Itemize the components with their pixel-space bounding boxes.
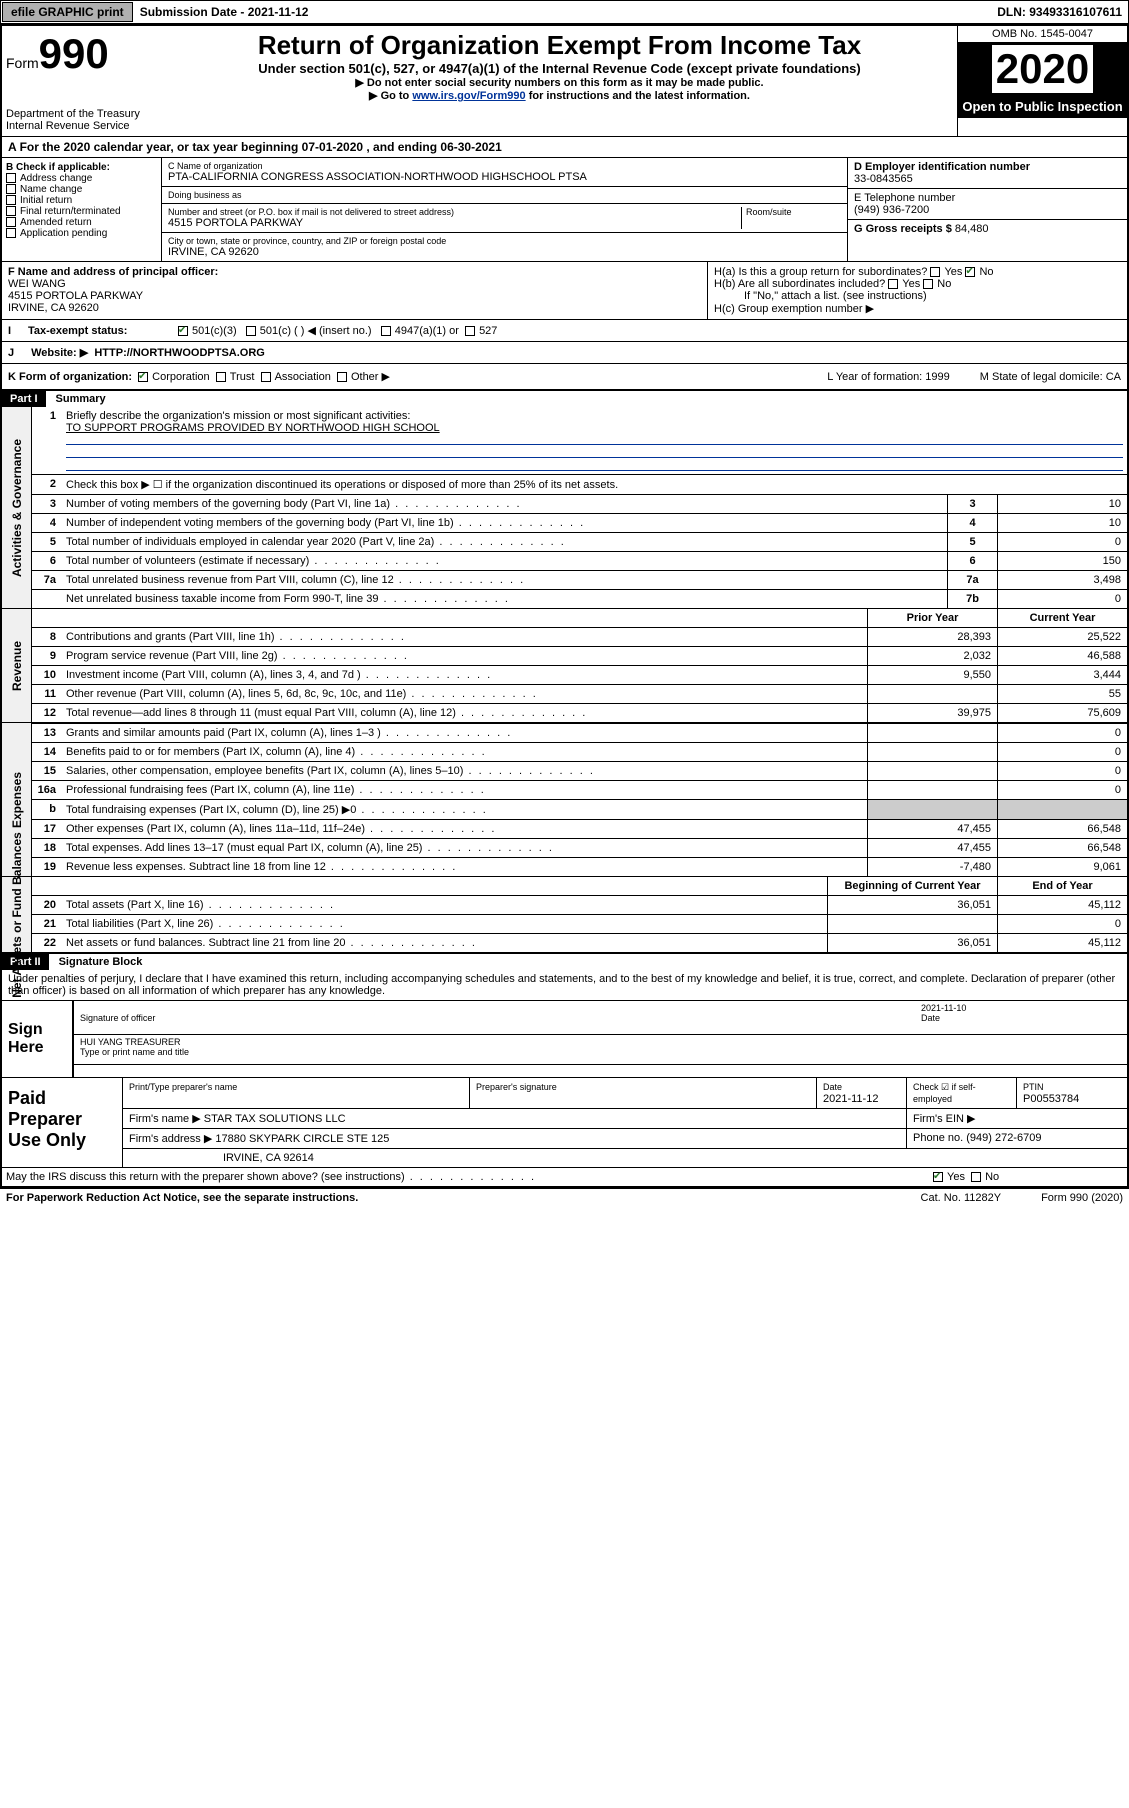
part1-header: Part I Summary — [2, 389, 1127, 407]
irs-link[interactable]: www.irs.gov/Form990 — [412, 90, 525, 102]
ptin: P00553784 — [1023, 1093, 1079, 1105]
501c-checkbox[interactable] — [246, 326, 256, 336]
page-footer: For Paperwork Reduction Act Notice, see … — [0, 1188, 1129, 1207]
table-row: 19Revenue less expenses. Subtract line 1… — [32, 857, 1127, 876]
table-row: 17Other expenses (Part IX, column (A), l… — [32, 819, 1127, 838]
q2-discontinued: Check this box ▶ ☐ if the organization d… — [62, 475, 1127, 494]
trust-checkbox[interactable] — [216, 372, 226, 382]
form-number: Form990 — [6, 30, 158, 78]
submission-date-label: Submission Date - 2021-11-12 — [134, 5, 315, 19]
table-row: 13Grants and similar amounts paid (Part … — [32, 723, 1127, 742]
prep-date: 2021-11-12 — [823, 1093, 878, 1105]
hb-no-checkbox[interactable] — [923, 279, 933, 289]
activities-governance-label: Activities & Governance — [2, 407, 32, 608]
discuss-question: May the IRS discuss this return with the… — [2, 1168, 927, 1186]
gross-receipts: 84,480 — [955, 223, 989, 235]
org-form-line: K Form of organization: Corporation Trus… — [2, 363, 1127, 389]
amended-return-checkbox[interactable] — [6, 217, 16, 227]
part2-header: Part II Signature Block — [2, 952, 1127, 970]
firm-phone: (949) 272-6709 — [966, 1132, 1041, 1144]
table-row: 11Other revenue (Part VIII, column (A), … — [32, 684, 1127, 703]
table-row: 15Salaries, other compensation, employee… — [32, 761, 1127, 780]
table-row: 4Number of independent voting members of… — [32, 513, 1127, 532]
year-formation: L Year of formation: 1999 — [827, 371, 950, 383]
officer-name: HUI YANG TREASURER — [80, 1037, 181, 1047]
sign-date: 2021-11-10 — [921, 1003, 966, 1013]
form-title: Return of Organization Exempt From Incom… — [166, 30, 953, 61]
discuss-no-checkbox[interactable] — [971, 1172, 981, 1182]
phone-value: (949) 936-7200 — [854, 204, 1121, 216]
section-b-checkboxes: B Check if applicable: Address change Na… — [2, 158, 162, 261]
tax-year: 2020 — [958, 43, 1127, 95]
addr-change-checkbox[interactable] — [6, 173, 16, 183]
app-pending-checkbox[interactable] — [6, 228, 16, 238]
ha-no-checkbox[interactable] — [965, 267, 975, 277]
city-state-zip: IRVINE, CA 92620 — [168, 246, 841, 258]
section-d-e-g: D Employer identification number 33-0843… — [847, 158, 1127, 261]
paid-preparer-label: Paid Preparer Use Only — [2, 1078, 122, 1167]
table-row: 21Total liabilities (Part X, line 26)0 — [32, 914, 1127, 933]
table-row: 5Total number of individuals employed in… — [32, 532, 1127, 551]
top-toolbar: efile GRAPHIC print Submission Date - 20… — [0, 0, 1129, 24]
revenue-label: Revenue — [2, 609, 32, 722]
table-row: 10Investment income (Part VIII, column (… — [32, 665, 1127, 684]
cat-number: Cat. No. 11282Y — [921, 1192, 1002, 1204]
period-line: A For the 2020 calendar year, or tax yea… — [2, 136, 1127, 157]
firm-address2: IRVINE, CA 92614 — [223, 1152, 314, 1164]
527-checkbox[interactable] — [465, 326, 475, 336]
firm-name: STAR TAX SOLUTIONS LLC — [204, 1113, 346, 1125]
initial-return-checkbox[interactable] — [6, 195, 16, 205]
table-row: bTotal fundraising expenses (Part IX, co… — [32, 799, 1127, 819]
dln-label: DLN: 93493316107611 — [991, 5, 1128, 19]
ein-value: 33-0843565 — [854, 173, 1121, 185]
table-row: 3Number of voting members of the governi… — [32, 494, 1127, 513]
table-row: 16aProfessional fundraising fees (Part I… — [32, 780, 1127, 799]
table-row: Net unrelated business taxable income fr… — [32, 589, 1127, 608]
website-url[interactable]: HTTP://NORTHWOODPTSA.ORG — [94, 347, 265, 359]
form-ref: Form 990 (2020) — [1041, 1192, 1123, 1204]
501c3-checkbox[interactable] — [178, 326, 188, 336]
ha-yes-checkbox[interactable] — [930, 267, 940, 277]
table-row: 8Contributions and grants (Part VIII, li… — [32, 627, 1127, 646]
state-domicile: M State of legal domicile: CA — [980, 371, 1121, 383]
public-inspection-badge: Open to Public Inspection — [958, 95, 1127, 118]
org-name: PTA-CALIFORNIA CONGRESS ASSOCIATION-NORT… — [168, 171, 841, 183]
table-row: 6Total number of volunteers (estimate if… — [32, 551, 1127, 570]
hb-yes-checkbox[interactable] — [888, 279, 898, 289]
firm-address: 17880 SKYPARK CIRCLE STE 125 — [215, 1133, 389, 1145]
net-assets-label: Net Assets or Fund Balances — [2, 877, 32, 952]
other-checkbox[interactable] — [337, 372, 347, 382]
section-h: H(a) Is this a group return for subordin… — [707, 262, 1127, 319]
omb-number: OMB No. 1545-0047 — [958, 26, 1127, 43]
discuss-yes-checkbox[interactable] — [933, 1172, 943, 1182]
table-row: 14Benefits paid to or for members (Part … — [32, 742, 1127, 761]
table-row: 22Net assets or fund balances. Subtract … — [32, 933, 1127, 952]
table-row: 18Total expenses. Add lines 13–17 (must … — [32, 838, 1127, 857]
revenue-header-row: Prior Year Current Year — [32, 609, 1127, 627]
form-header: Form990 Department of the Treasury Inter… — [2, 26, 1127, 136]
ssn-notice: ▶ Do not enter social security numbers o… — [166, 76, 953, 89]
perjury-statement: Under penalties of perjury, I declare th… — [2, 970, 1127, 1000]
table-row: 7aTotal unrelated business revenue from … — [32, 570, 1127, 589]
sign-here-label: Sign Here — [2, 1001, 72, 1077]
net-header-row: Beginning of Current Year End of Year — [32, 877, 1127, 895]
table-row: 12Total revenue—add lines 8 through 11 (… — [32, 703, 1127, 722]
section-c-org-info: C Name of organization PTA-CALIFORNIA CO… — [162, 158, 847, 261]
corp-checkbox[interactable] — [138, 372, 148, 382]
4947-checkbox[interactable] — [381, 326, 391, 336]
tax-exempt-status: I Tax-exempt status: 501(c)(3) 501(c) ( … — [2, 319, 1127, 341]
final-return-checkbox[interactable] — [6, 206, 16, 216]
q1-mission: Briefly describe the organization's miss… — [62, 407, 1127, 474]
name-change-checkbox[interactable] — [6, 184, 16, 194]
table-row: 9Program service revenue (Part VIII, lin… — [32, 646, 1127, 665]
street-address: 4515 PORTOLA PARKWAY — [168, 217, 741, 229]
dept-label: Department of the Treasury Internal Reve… — [6, 108, 158, 132]
goto-link-line: ▶ Go to www.irs.gov/Form990 for instruct… — [166, 89, 953, 102]
assoc-checkbox[interactable] — [261, 372, 271, 382]
efile-print-button[interactable]: efile GRAPHIC print — [2, 2, 133, 22]
website-line: J Website: ▶ HTTP://NORTHWOODPTSA.ORG — [2, 341, 1127, 363]
principal-officer: F Name and address of principal officer:… — [2, 262, 707, 319]
form-subtitle: Under section 501(c), 527, or 4947(a)(1)… — [166, 61, 953, 76]
table-row: 20Total assets (Part X, line 16)36,05145… — [32, 895, 1127, 914]
